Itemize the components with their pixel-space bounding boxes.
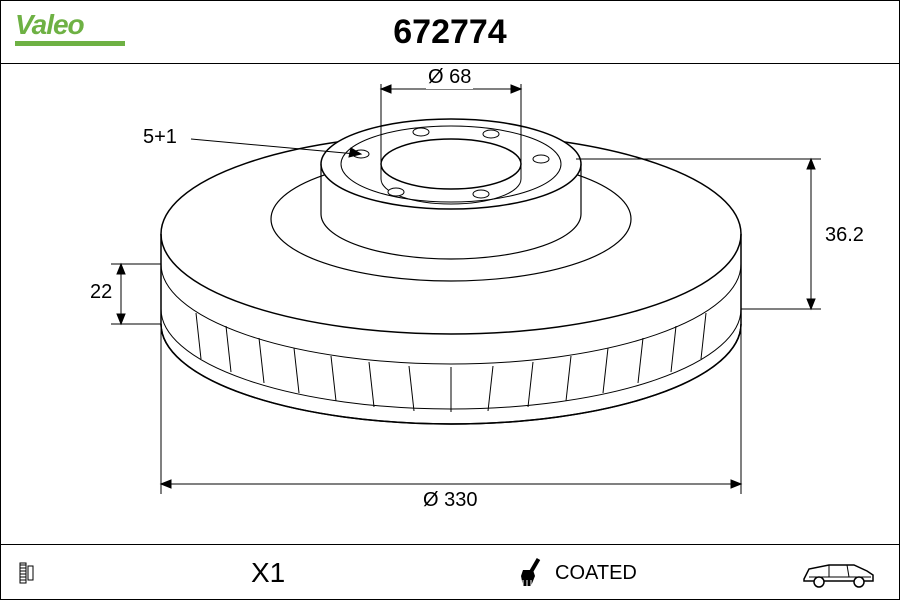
diagram-area: Ø 68 5+1 22 36.2 Ø 330 xyxy=(1,64,899,544)
quantity-label: X1 xyxy=(251,557,285,589)
valeo-logo: Valeo xyxy=(15,9,84,41)
dim-height-label: 36.2 xyxy=(823,224,866,247)
dim-thickness xyxy=(111,264,161,324)
brake-disc-drawing xyxy=(1,64,900,544)
drawing-frame: Valeo 672774 xyxy=(0,0,900,600)
header: Valeo 672774 xyxy=(1,1,899,64)
vent-ribs xyxy=(196,313,706,412)
coated-label: COATED xyxy=(555,562,637,585)
part-number: 672774 xyxy=(393,13,506,52)
dim-bore-label: Ø 68 xyxy=(426,66,473,89)
dim-bolt-label: 5+1 xyxy=(141,126,179,149)
dim-od-label: Ø 330 xyxy=(421,489,479,512)
dim-thickness-label: 22 xyxy=(88,281,114,304)
logo-underline xyxy=(15,41,125,46)
disc-profile-icon xyxy=(15,553,75,593)
quantity: X1 xyxy=(251,557,285,589)
footer: X1 COATED xyxy=(1,544,899,601)
car-icon xyxy=(799,553,879,593)
coated: COATED xyxy=(511,556,637,590)
brush-icon xyxy=(511,556,547,590)
